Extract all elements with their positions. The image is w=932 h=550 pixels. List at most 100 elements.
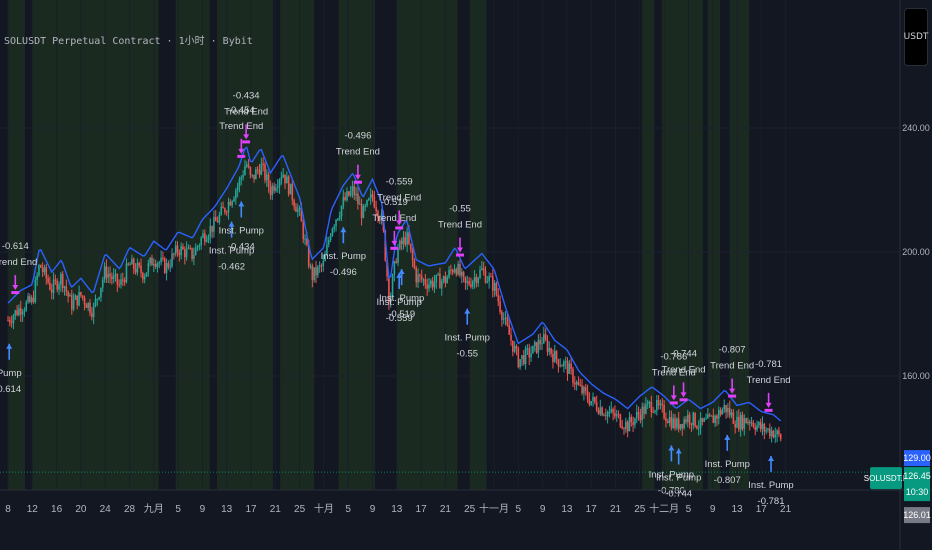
candle-body: [491, 276, 494, 291]
candle-body: [340, 205, 343, 217]
trend-end-bar: [455, 253, 464, 257]
candle-body: [417, 274, 419, 283]
candle-body: [506, 317, 509, 326]
candle-body: [280, 177, 283, 180]
candle-body: [52, 279, 55, 293]
candle-body: [471, 281, 474, 287]
candle-body: [129, 264, 131, 266]
candle-body: [504, 317, 507, 319]
candle-body: [404, 237, 407, 245]
candle-body: [309, 265, 312, 267]
candle-body: [391, 275, 394, 296]
candle-body: [524, 348, 527, 365]
candle-body: [462, 271, 465, 277]
candle-body: [269, 186, 272, 196]
candle-body: [136, 263, 139, 273]
candle-body: [222, 206, 224, 209]
candle-body: [100, 287, 102, 298]
candle-body: [745, 418, 747, 424]
candle-body: [348, 191, 350, 196]
trend-end-arrowhead: [12, 285, 19, 291]
pump-label: Inst. Pump: [656, 473, 701, 484]
candle-body: [714, 415, 716, 424]
candle-body: [759, 422, 762, 430]
candle-body: [105, 266, 108, 278]
candle-body: [205, 239, 208, 242]
candle-body: [623, 428, 625, 430]
candle-body: [240, 177, 243, 180]
candle-body: [696, 426, 698, 429]
candle-body: [424, 279, 427, 285]
pump-arrowhead: [668, 445, 675, 451]
candle-body: [173, 253, 175, 255]
candle-body: [674, 418, 676, 429]
candle-body: [185, 248, 188, 258]
candle-body: [327, 240, 330, 245]
candle-body: [386, 260, 388, 277]
currency-button[interactable]: USDT: [904, 8, 928, 66]
pump-label: Inst. Pump: [445, 333, 490, 344]
candle-body: [153, 263, 155, 266]
candle-body: [249, 167, 252, 175]
candle-body: [265, 174, 268, 181]
candle-body: [176, 245, 179, 253]
pump-value: -0.807: [714, 475, 741, 486]
candle-body: [275, 187, 277, 191]
candle-body: [18, 308, 20, 316]
candle-body: [625, 421, 627, 429]
x-tick-label: 17: [245, 504, 257, 515]
candle-body: [286, 176, 288, 184]
candle-body: [400, 240, 403, 245]
candle-body: [19, 308, 22, 315]
candle-body: [101, 279, 104, 288]
pump-arrowhead: [396, 272, 403, 278]
candle-body: [482, 268, 485, 271]
pump-label: Inst. Pump: [321, 251, 366, 262]
candle-body: [619, 414, 622, 427]
candle-body: [10, 322, 13, 324]
candle-body: [174, 245, 177, 255]
candle-body: [103, 266, 106, 280]
candle-body: [457, 264, 459, 275]
trend-end-value: -0.807: [719, 345, 746, 356]
candle-body: [127, 263, 130, 265]
pump-value: -0.462: [218, 262, 245, 273]
candle-body: [552, 353, 554, 363]
trend-end-arrowhead: [670, 395, 677, 401]
candle-body: [770, 430, 773, 437]
trend-end-label: Trend End: [662, 364, 706, 375]
candle-body: [736, 416, 738, 428]
candle-body: [140, 265, 142, 274]
candle-body: [541, 343, 543, 345]
candle-body: [355, 193, 357, 196]
candle-body: [12, 316, 15, 324]
candle-body: [672, 418, 675, 429]
candle-body: [632, 422, 634, 425]
candle-body: [495, 283, 498, 295]
x-tick-label: 12: [27, 504, 39, 515]
candle-body: [497, 294, 500, 302]
candle-body: [225, 212, 228, 214]
candle-body: [92, 305, 95, 317]
candle-body: [111, 276, 113, 280]
x-tick-label: 13: [561, 504, 573, 515]
green-zone: [8, 0, 26, 490]
x-tick-label: 9: [370, 504, 376, 515]
candle-body: [428, 284, 430, 289]
trend-end-value: -0.786: [660, 351, 687, 362]
trend-end-bar: [669, 401, 678, 405]
trend-end-label: Trend End: [224, 106, 268, 117]
candle-body: [342, 197, 345, 206]
candle-body: [384, 230, 387, 261]
candle-body: [134, 268, 137, 273]
pump-value: -0.496: [330, 267, 357, 278]
candle-body: [639, 414, 642, 421]
candle-body: [45, 267, 48, 279]
pump-label: Inst. Pump: [705, 459, 750, 470]
candle-body: [756, 425, 758, 431]
candle-body: [320, 265, 323, 267]
candle-body: [377, 211, 379, 218]
candle-body: [559, 365, 562, 367]
